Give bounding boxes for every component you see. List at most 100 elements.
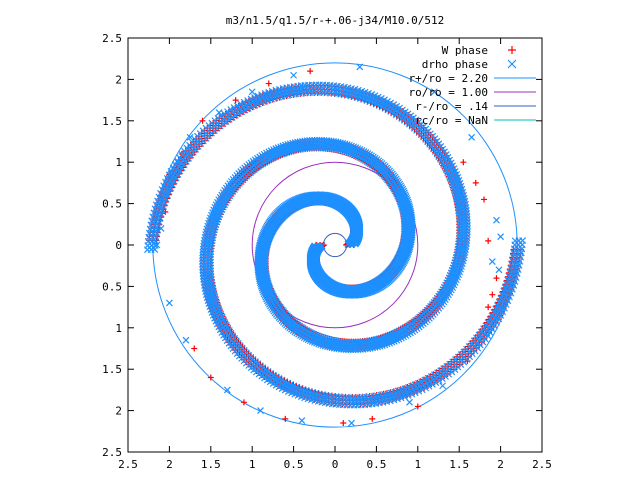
y-tick-label: 2.5 xyxy=(102,32,122,45)
data-point xyxy=(149,213,157,221)
data-point xyxy=(171,169,178,177)
data-point xyxy=(174,157,181,165)
data-point xyxy=(154,197,161,205)
data-point xyxy=(384,332,392,340)
data-point xyxy=(199,260,206,268)
data-point xyxy=(251,94,258,101)
y-tick-label: 2.5 xyxy=(102,446,122,459)
data-point xyxy=(340,420,347,427)
data-point xyxy=(238,108,246,116)
x-tick-label: 2 xyxy=(166,458,173,471)
x-tick-label: 2 xyxy=(497,458,504,471)
data-point xyxy=(240,399,247,406)
data-point xyxy=(307,68,314,75)
data-point xyxy=(172,174,180,182)
data-point xyxy=(176,167,184,175)
chart-title: m3/n1.5/q1.5/r-+.06-j34/M10.0/512 xyxy=(226,14,445,27)
data-point xyxy=(282,149,290,156)
data-point xyxy=(144,246,151,254)
x-tick-label: 0.5 xyxy=(366,458,386,471)
data-point xyxy=(152,201,160,209)
data-point xyxy=(199,117,206,124)
data-point xyxy=(464,222,471,230)
x-tick-label: 1 xyxy=(249,458,256,471)
data-point xyxy=(199,251,207,259)
data-point xyxy=(374,343,381,351)
data-point xyxy=(163,175,171,182)
data-point xyxy=(248,103,255,111)
circle-roro xyxy=(251,161,419,329)
x-tick-label: 1 xyxy=(414,458,421,471)
data-point xyxy=(244,105,252,112)
data-point xyxy=(493,275,500,282)
data-point xyxy=(463,231,471,239)
x-tick-label: 1.5 xyxy=(201,458,221,471)
data-point xyxy=(285,148,293,156)
data-point xyxy=(240,98,248,106)
data-point xyxy=(185,154,192,162)
data-point xyxy=(169,172,177,180)
data-point xyxy=(252,97,260,105)
data-point xyxy=(481,196,488,203)
data-point xyxy=(282,415,289,422)
data-point xyxy=(242,101,250,109)
data-point xyxy=(241,106,249,114)
x-tick-label: 2.5 xyxy=(118,458,138,471)
data-point xyxy=(160,182,168,190)
data-point xyxy=(199,257,206,265)
data-point xyxy=(178,164,186,172)
data-point xyxy=(276,151,284,159)
data-point xyxy=(460,159,467,166)
data-point xyxy=(244,97,251,104)
data-point xyxy=(371,343,379,351)
data-point xyxy=(258,91,265,99)
data-point xyxy=(404,392,412,399)
data-point xyxy=(150,209,158,217)
data-point xyxy=(247,95,255,103)
data-point xyxy=(176,154,184,162)
y-tick-label: 1 xyxy=(115,156,122,169)
data-point xyxy=(408,390,416,398)
data-point xyxy=(155,193,163,201)
y-tick-label: 1 xyxy=(115,322,122,335)
data-point xyxy=(489,291,496,298)
x-tick-label: 0 xyxy=(332,458,339,471)
data-point xyxy=(414,403,421,410)
data-point xyxy=(233,102,241,110)
x-tick-label: 2.5 xyxy=(532,458,552,471)
data-point xyxy=(291,139,299,147)
data-point xyxy=(199,254,207,262)
data-point xyxy=(232,97,239,104)
y-tick-label: 1.5 xyxy=(102,115,122,128)
data-point xyxy=(157,189,164,197)
data-point xyxy=(380,333,388,341)
data-point xyxy=(382,333,390,341)
data-point xyxy=(191,345,198,352)
data-point xyxy=(369,415,376,422)
data-point xyxy=(173,166,180,173)
data-point xyxy=(174,170,182,178)
y-tick-label: 1.5 xyxy=(102,363,122,376)
data-point xyxy=(463,228,471,236)
data-point xyxy=(265,80,272,87)
data-point xyxy=(254,92,262,100)
data-point xyxy=(175,162,183,170)
data-point xyxy=(289,139,297,147)
data-point xyxy=(280,149,288,157)
data-point xyxy=(464,225,471,233)
data-point xyxy=(387,331,394,339)
data-point xyxy=(207,374,214,381)
data-point xyxy=(162,178,169,186)
x-tick-label: 0.5 xyxy=(284,458,304,471)
data-point xyxy=(158,186,166,193)
y-tick-label: 0.5 xyxy=(102,280,122,293)
data-point xyxy=(485,304,492,311)
data-point xyxy=(179,156,187,164)
data-point xyxy=(151,205,159,213)
data-point xyxy=(180,161,188,169)
x-tick-label: 1.5 xyxy=(449,458,469,471)
data-point xyxy=(182,158,190,165)
y-tick-label: 2 xyxy=(115,405,122,418)
data-points xyxy=(144,63,526,427)
